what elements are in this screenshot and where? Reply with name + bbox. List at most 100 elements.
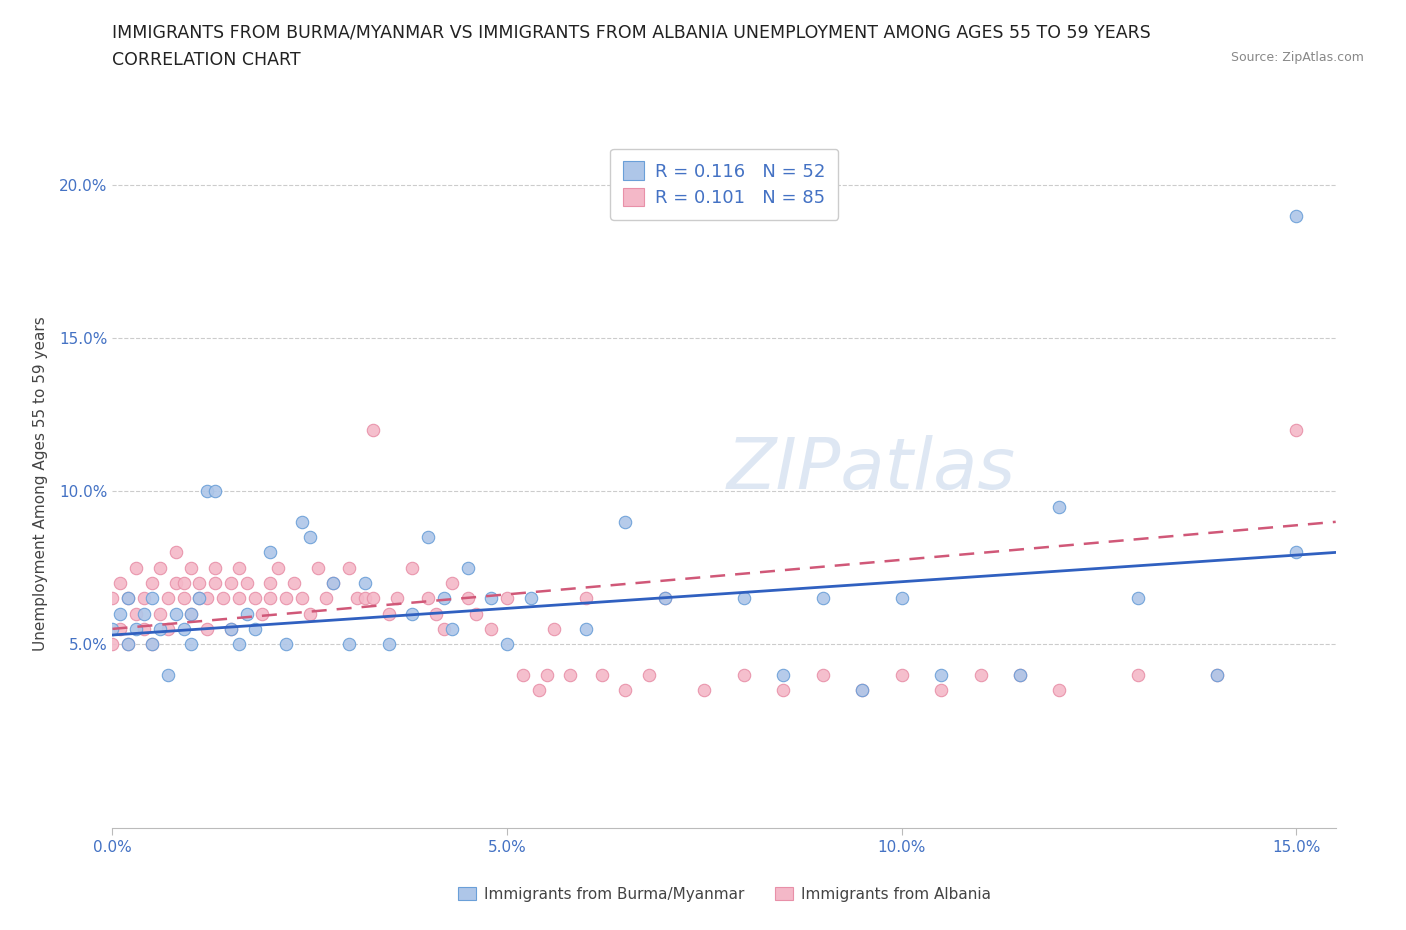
Point: [890, 668, 912, 683]
Point: [117, 637, 139, 652]
Point: [1285, 208, 1308, 223]
Point: [141, 576, 163, 591]
Point: [654, 591, 676, 605]
Point: [101, 591, 124, 605]
Point: [228, 560, 250, 575]
Point: [132, 621, 155, 636]
Point: [252, 606, 274, 621]
Point: [307, 560, 329, 575]
Point: [527, 683, 550, 698]
Point: [259, 591, 281, 605]
Point: [337, 637, 360, 652]
Point: [733, 668, 755, 683]
Point: [315, 591, 337, 605]
Point: [132, 591, 155, 605]
Point: [322, 576, 344, 591]
Point: [440, 621, 463, 636]
Point: [243, 591, 266, 605]
Point: [259, 545, 281, 560]
Point: [235, 606, 257, 621]
Point: [457, 560, 479, 575]
Text: CORRELATION CHART: CORRELATION CHART: [112, 51, 301, 69]
Point: [433, 621, 456, 636]
Point: [141, 637, 163, 652]
Text: IMMIGRANTS FROM BURMA/MYANMAR VS IMMIGRANTS FROM ALBANIA UNEMPLOYMENT AMONG AGES: IMMIGRANTS FROM BURMA/MYANMAR VS IMMIGRA…: [112, 23, 1152, 41]
Point: [180, 637, 202, 652]
Point: [401, 560, 423, 575]
Point: [418, 530, 440, 545]
Point: [418, 591, 440, 605]
Point: [543, 621, 565, 636]
Point: [219, 621, 242, 636]
Point: [188, 591, 211, 605]
Point: [188, 576, 211, 591]
Y-axis label: Unemployment Among Ages 55 to 59 years: Unemployment Among Ages 55 to 59 years: [34, 316, 48, 651]
Point: [204, 576, 226, 591]
Point: [267, 560, 290, 575]
Point: [772, 683, 794, 698]
Point: [125, 621, 148, 636]
Point: [354, 576, 377, 591]
Point: [125, 606, 148, 621]
Point: [180, 606, 202, 621]
Point: [110, 576, 132, 591]
Point: [149, 606, 172, 621]
Point: [560, 668, 582, 683]
Point: [117, 637, 139, 652]
Point: [377, 637, 399, 652]
Point: [110, 621, 132, 636]
Point: [298, 530, 321, 545]
Point: [204, 560, 226, 575]
Point: [1128, 591, 1150, 605]
Point: [479, 621, 502, 636]
Point: [401, 606, 423, 621]
Point: [1049, 683, 1071, 698]
Point: [149, 560, 172, 575]
Point: [274, 637, 297, 652]
Point: [195, 591, 218, 605]
Point: [346, 591, 368, 605]
Point: [125, 560, 148, 575]
Point: [1128, 668, 1150, 683]
Point: [851, 683, 873, 698]
Point: [156, 591, 179, 605]
Point: [173, 591, 195, 605]
Point: [274, 591, 297, 605]
Point: [156, 668, 179, 683]
Point: [890, 591, 912, 605]
Point: [361, 422, 384, 437]
Point: [1206, 668, 1229, 683]
Point: [283, 576, 305, 591]
Point: [638, 668, 661, 683]
Point: [322, 576, 344, 591]
Point: [457, 591, 479, 605]
Point: [1206, 668, 1229, 683]
Point: [219, 576, 242, 591]
Point: [361, 591, 384, 605]
Point: [141, 591, 163, 605]
Point: [354, 591, 377, 605]
Point: [156, 621, 179, 636]
Point: [464, 606, 486, 621]
Point: [614, 683, 637, 698]
Point: [141, 637, 163, 652]
Point: [212, 591, 235, 605]
Point: [575, 621, 598, 636]
Point: [195, 621, 218, 636]
Point: [512, 668, 534, 683]
Point: [235, 576, 257, 591]
Point: [165, 606, 187, 621]
Point: [228, 637, 250, 652]
Point: [204, 484, 226, 498]
Point: [969, 668, 991, 683]
Point: [188, 591, 211, 605]
Point: [180, 560, 202, 575]
Point: [496, 591, 519, 605]
Point: [851, 683, 873, 698]
Point: [377, 606, 399, 621]
Point: [291, 514, 314, 529]
Point: [433, 591, 456, 605]
Point: [1008, 668, 1031, 683]
Point: [654, 591, 676, 605]
Point: [519, 591, 541, 605]
